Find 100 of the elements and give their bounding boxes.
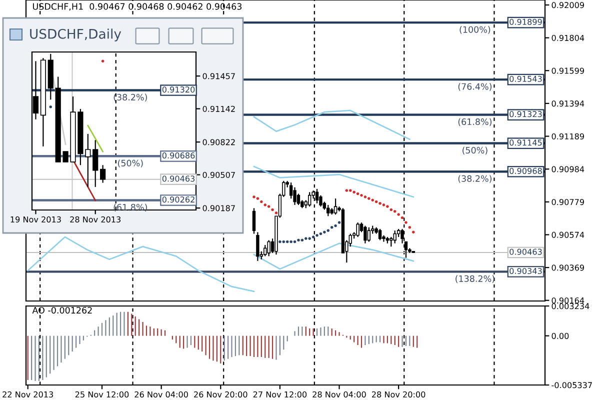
y-tick-label: -0.005337 [552, 382, 592, 388]
point [300, 238, 304, 242]
x-tick-label: 26 Nov 20:00 [194, 391, 248, 398]
ref-line-label: 0.91899 [510, 18, 542, 25]
line-series [253, 242, 414, 270]
point [404, 221, 408, 224]
x-tick-label: 27 Nov 12:00 [253, 391, 307, 398]
point [360, 194, 363, 197]
x-tick-label: 26 Nov 04:00 [134, 391, 188, 398]
annotation: (138.2%) [456, 275, 494, 283]
ref-line-label: 0.91145 [510, 140, 542, 146]
y-tick-label: 0.90984 [552, 166, 584, 172]
point [334, 224, 337, 228]
y-tick-label: 0.90369 [552, 264, 584, 271]
x-tick-label: 28 Nov 04:00 [312, 391, 366, 398]
x-tick-label: 19 Nov 2013 [10, 216, 61, 222]
annotation: (100%) [460, 26, 490, 34]
y-tick-label: 0.92009 [552, 2, 584, 8]
point [368, 197, 370, 200]
y-tick-label: 0.90779 [552, 198, 584, 206]
point [252, 196, 256, 198]
point [274, 212, 278, 214]
candlestick [293, 186, 296, 206]
ref-line-label: 0.91323 [510, 111, 542, 118]
y-tick-label: 0.90164 [552, 297, 584, 304]
point [326, 229, 330, 232]
y-tick-label: 0.003234 [552, 303, 590, 310]
annotation: (61.8%) [458, 118, 492, 126]
candlestick [356, 222, 360, 238]
y-tick-label: 0.91457 [202, 73, 235, 80]
y-tick-label: 0.91804 [552, 34, 584, 41]
point [386, 205, 389, 208]
x-tick-label: 25 Nov 12:00 [75, 391, 129, 398]
ref-line-label: 0.91320 [162, 86, 195, 93]
ref-line-label: 0.90343 [510, 268, 542, 274]
y-tick-label: 0.90574 [552, 232, 584, 238]
point [323, 230, 326, 234]
point [256, 197, 260, 200]
point [374, 200, 378, 204]
point [290, 240, 292, 244]
point [286, 240, 289, 244]
annotation: (50%) [118, 160, 143, 168]
annotation: (50%) [462, 146, 488, 155]
candlestick [267, 240, 270, 257]
ref-line-label: 0.90686 [162, 152, 195, 158]
chart-title: USDCHF,H1 0.90467 0.90468 0.90462 0.90463 [32, 3, 242, 11]
y-tick-label: 0.91394 [552, 100, 584, 107]
candlestick [100, 164, 106, 184]
point [408, 226, 412, 229]
point [304, 237, 308, 240]
candlestick [334, 198, 338, 216]
candlestick [378, 228, 382, 241]
point [364, 196, 367, 198]
y-tick-label: 0.90822 [202, 139, 235, 146]
candlestick [308, 192, 312, 208]
ref-line-label: 0.90968 [510, 168, 542, 174]
point [352, 190, 356, 194]
annotation: (38.2%) [114, 94, 147, 102]
point [378, 202, 382, 205]
y-tick-label: 0.90507 [202, 172, 235, 178]
point [397, 213, 400, 216]
candlestick [326, 204, 330, 217]
y-tick-label: 0.90187 [202, 205, 235, 212]
point [316, 234, 318, 237]
point [278, 240, 282, 244]
ref-line-label: 0.90463 [162, 176, 195, 182]
annotation: (76.4%) [458, 83, 492, 91]
point [338, 221, 341, 224]
x-tick-label: 28 Nov 20:00 [372, 391, 426, 398]
point [412, 230, 415, 234]
candlestick [264, 244, 267, 257]
point [308, 237, 311, 240]
point [393, 210, 396, 213]
ref-line-label: 0.90463 [510, 248, 542, 255]
point [330, 226, 334, 229]
candlestick [256, 232, 260, 262]
line-series [27, 236, 255, 292]
point [356, 192, 360, 196]
y-tick-label: 0.00 [552, 332, 569, 339]
point [260, 200, 263, 204]
point [282, 240, 286, 244]
candlestick [367, 226, 371, 242]
candlestick [390, 236, 393, 248]
annotation: (38.2%) [458, 175, 492, 183]
point [267, 205, 270, 208]
x-tick-label: 28 Nov 2013 [70, 216, 121, 222]
y-tick-label: 0.91599 [552, 68, 584, 74]
y-tick-label: 0.91142 [202, 106, 235, 112]
candlestick [92, 140, 98, 188]
point [264, 204, 266, 206]
x-tick-label: 22 Nov 2013 [2, 391, 54, 398]
line-series [253, 166, 414, 198]
point [382, 204, 386, 206]
line-series [253, 110, 410, 140]
ref-line-label: 0.91543 [510, 76, 542, 82]
candlestick [393, 230, 396, 244]
candlestick [364, 225, 367, 244]
point [390, 208, 393, 212]
point [371, 198, 374, 202]
point [348, 189, 352, 192]
